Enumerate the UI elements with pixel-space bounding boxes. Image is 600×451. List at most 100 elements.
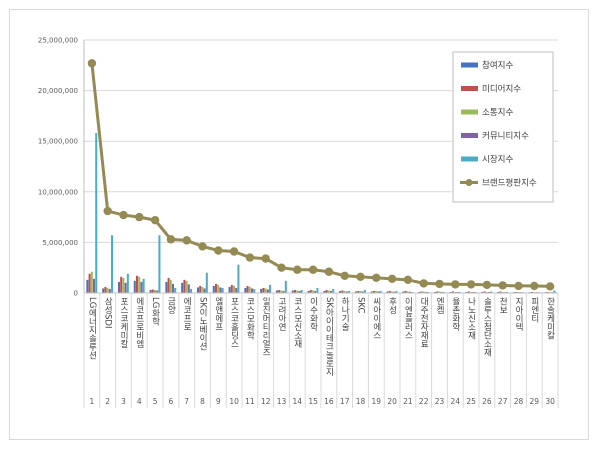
legend-swatch [461,133,478,138]
bar-mark [284,280,287,293]
line-point [103,206,112,216]
bar-mark [269,284,272,293]
bar-mark [370,291,373,293]
line-point [229,247,239,256]
bar-mark [260,288,263,293]
category-label: 율촌화학 [450,297,460,332]
bar-mark [379,290,382,293]
category-label: 이엔플러스 [403,296,413,339]
line-point [214,246,223,255]
rank-label: 15 [308,397,318,406]
category-label: SK아이이테크놀로지 [324,297,334,377]
bar-mark [253,288,256,293]
category-label: 지아이텍 [514,297,524,332]
bar-mark [217,284,220,293]
bar-mark [140,281,143,293]
bars-layer [86,133,556,293]
rank-label: 9 [216,397,221,406]
line-point [135,212,144,222]
category-label: 대주전자재료 [419,297,429,348]
category-label: 코스모신소재 [292,297,302,349]
category-label: 에코프로비엠 [134,297,144,348]
category-label: 피엔티 [529,297,539,323]
line-point [372,273,381,283]
y-tick-label: 0 [74,290,78,298]
legend-swatch [461,156,478,162]
bar-mark [311,290,314,293]
bar-mark [307,290,310,293]
bar-mark [275,290,278,293]
bar-mark [117,281,120,293]
bar-mark [244,287,247,293]
bar-mark [433,291,436,293]
bar-mark [120,276,123,293]
bar-mark [332,288,335,293]
bar-mark [156,290,159,293]
legend-marker [465,179,473,186]
category-label: 삼성SDI [103,296,113,328]
bar-mark [454,291,457,293]
bar-mark [386,291,389,293]
y-axis-ticks: 0 5,000,000 10,000,000 15,000,000 20,000,000… [38,37,78,298]
line-point [340,271,349,280]
rank-label: 16 [324,397,334,406]
bar-mark [126,273,129,293]
bar-mark [88,273,91,293]
bar-mark [108,288,111,293]
bar-mark [465,291,468,293]
category-label: 솔루스첨단소재 [482,297,492,357]
line-point [545,282,555,291]
category-label: 하나기술 [340,296,350,331]
legend-label: 커뮤니티지수 [482,131,529,142]
bar-mark [165,281,168,293]
legend-label: 브랜드평판지수 [482,178,537,189]
bar-mark [104,286,107,293]
bar-mark [183,279,186,293]
rank-label: 24 [451,397,461,406]
bar-mark [343,290,346,293]
bar-mark [330,290,333,293]
bar-mark [228,286,231,293]
bar-mark [293,289,296,293]
rank-label: 21 [403,397,413,406]
y-tick-label: 20,000,000 [38,87,78,95]
bar-mark [187,284,190,293]
line-point [356,272,365,282]
category-label: 이수화학 [308,296,318,332]
legend-label: 소통지수 [482,108,513,118]
line-point [198,242,207,251]
bar-mark [214,283,217,293]
bar-mark [451,291,454,293]
line-layer [87,59,555,291]
bar-mark [201,286,204,293]
line-point [119,210,128,220]
bar-mark [300,289,303,293]
rank-label: 22 [419,397,429,406]
x-axis-labels: LG에너지솔루션 1 삼성SDI 2 포스코케미칼 3 에코프로비엠 4 LG화학 5 금양 6 에코프… [83,292,559,408]
bar-mark [440,291,443,293]
bar-mark [553,290,556,293]
bar-mark [393,291,396,293]
category-label: LG에너지솔루션 [87,297,97,359]
bar-mark [106,287,109,293]
bar-mark [151,289,154,293]
bar-mark [237,264,240,293]
bar-mark [485,291,488,293]
rank-label: 27 [498,397,508,406]
bar-mark [221,287,224,293]
bar-mark [424,291,427,293]
rank-label: 25 [466,397,476,406]
bar-mark [506,291,509,293]
bar-mark [138,276,141,293]
bar-mark [515,291,518,293]
bar-mark [153,289,156,293]
line-point [419,279,428,288]
category-label: 엔켐 [435,296,445,314]
legend-box [452,51,554,203]
line-point [482,280,492,290]
bar-mark [395,290,398,293]
bar-mark [278,289,281,293]
category-label: 일진머티리얼즈 [261,297,271,357]
legend-swatch [461,109,478,115]
